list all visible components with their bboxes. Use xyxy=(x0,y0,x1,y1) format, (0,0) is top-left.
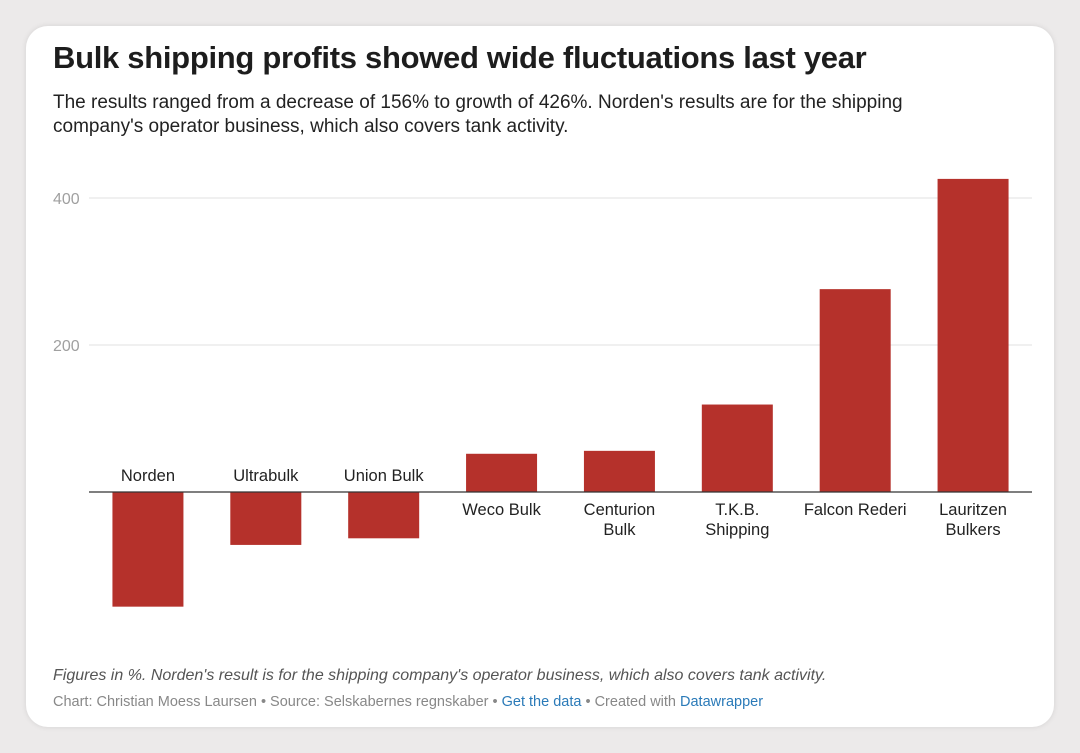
bar-centurion-bulk xyxy=(583,450,655,492)
chart-subtitle: The results ranged from a decrease of 15… xyxy=(53,92,903,137)
chart-source: Source: Selskabernes regnskaber xyxy=(270,694,489,710)
category-label: Falcon Rederi xyxy=(804,501,907,519)
category-label: Shipping xyxy=(705,521,769,539)
bar-ultrabulk xyxy=(230,492,302,545)
bar-chart: 200 400 Norden Ultrabulk Union Bulk Weco Bulk… xyxy=(53,178,1032,607)
category-label: Centurion xyxy=(584,501,656,519)
byline-separator: • xyxy=(492,694,498,710)
created-with-label: Created with xyxy=(594,694,676,710)
y-tick-label-400: 400 xyxy=(53,191,80,208)
bar-t-k-b-shipping xyxy=(701,404,773,492)
chart-card: Bulk shipping profits showed wide fluctu… xyxy=(26,26,1054,727)
bar-norden xyxy=(112,492,184,607)
category-label: Union Bulk xyxy=(344,467,425,485)
category-label: Weco Bulk xyxy=(462,501,541,519)
category-label: Bulk xyxy=(603,521,636,539)
byline-separator: • xyxy=(260,694,267,710)
bar-falcon-rederi xyxy=(819,289,891,492)
bar-lauritzen-bulkers xyxy=(937,178,1009,492)
category-label: Lauritzen xyxy=(939,501,1007,519)
category-label: Bulkers xyxy=(946,521,1001,539)
category-label: Ultrabulk xyxy=(233,467,299,485)
get-the-data-link[interactable]: Get the data xyxy=(501,694,582,710)
byline-separator: • xyxy=(585,694,591,710)
bar-weco-bulk xyxy=(466,453,538,492)
chart-byline: Chart: Christian Moess Laursen • Source:… xyxy=(53,694,763,710)
y-tick-label-200: 200 xyxy=(53,338,80,355)
chart-notes: Figures in %. Norden's result is for the… xyxy=(53,667,827,684)
category-label: Norden xyxy=(121,467,175,485)
category-label: T.K.B. xyxy=(715,501,759,519)
chart-author: Chart: Christian Moess Laursen xyxy=(53,694,257,710)
datawrapper-link[interactable]: Datawrapper xyxy=(680,694,764,710)
chart-title: Bulk shipping profits showed wide fluctu… xyxy=(53,40,867,75)
bar-union-bulk xyxy=(348,492,420,539)
